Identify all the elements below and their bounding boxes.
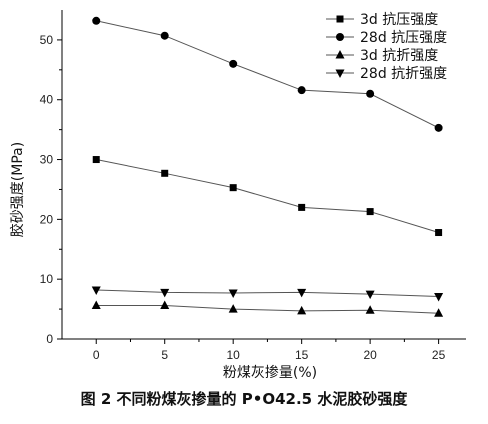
data-point: [435, 229, 443, 237]
series-line: [96, 305, 439, 314]
y-tick-label: 40: [40, 93, 54, 107]
data-point: [298, 203, 306, 211]
series-line: [96, 20, 439, 129]
data-point: [229, 184, 237, 192]
x-tick-label: 15: [295, 348, 309, 362]
y-tick-label: 30: [40, 153, 54, 167]
legend-label: 3d 抗压强度: [360, 12, 438, 28]
series-3: [91, 300, 444, 317]
axes: 0 5 10 15 20 25 0 10 20 30 40 50: [40, 10, 466, 362]
legend-marker: [335, 69, 345, 78]
data-point: [228, 304, 238, 313]
series-2: [92, 16, 443, 132]
legend-item: 3d 抗压强度: [326, 12, 438, 28]
data-point: [366, 89, 375, 98]
data-point: [91, 286, 101, 295]
legend-label: 3d 抗折强度: [360, 48, 438, 64]
x-tick-label: 20: [363, 348, 377, 362]
data-point: [297, 86, 306, 95]
data-point: [434, 293, 444, 302]
x-tick-label: 10: [227, 348, 241, 362]
y-tick-label: 50: [40, 33, 54, 47]
y-tick-label: 0: [46, 332, 53, 346]
legend-marker: [336, 15, 344, 23]
data-point: [92, 16, 101, 25]
legend-item: 28d 抗折强度: [326, 66, 447, 82]
series-layer: [91, 16, 444, 317]
x-tick-label: 25: [432, 348, 446, 362]
legend-item: 28d 抗压强度: [326, 30, 447, 46]
data-point: [91, 300, 101, 310]
legend-label: 28d 抗折强度: [360, 66, 447, 82]
x-tick-label: 0: [93, 348, 100, 362]
series-1: [92, 156, 443, 237]
data-point: [160, 288, 170, 298]
legend: 3d 抗压强度 28d 抗压强度 3d 抗折强度 28d 抗折强度: [326, 12, 447, 82]
data-point: [297, 288, 307, 298]
legend-item: 3d 抗折强度: [326, 48, 438, 64]
data-point: [160, 300, 170, 310]
data-point: [297, 305, 307, 315]
data-point: [229, 59, 238, 68]
series-4: [91, 286, 444, 302]
series-line: [96, 289, 439, 298]
figure-caption: 图 2 不同粉煤灰掺量的 P•O42.5 水泥胶砂强度: [80, 390, 408, 408]
x-tick-label: 5: [161, 348, 168, 362]
data-point: [434, 123, 443, 132]
data-point: [161, 169, 169, 177]
data-point: [434, 308, 444, 317]
y-tick-label: 20: [40, 212, 54, 226]
legend-marker: [335, 50, 345, 59]
data-point: [160, 31, 169, 40]
data-point: [366, 208, 374, 216]
data-point: [365, 305, 375, 314]
data-point: [92, 156, 100, 164]
data-point: [228, 289, 238, 298]
y-tick-label: 10: [40, 272, 54, 286]
legend-label: 28d 抗压强度: [360, 30, 447, 46]
x-axis-title: 粉煤灰掺量(%): [223, 364, 317, 381]
series-line: [96, 159, 439, 234]
legend-marker: [336, 33, 344, 41]
data-point: [365, 290, 375, 300]
y-axis-title: 胶砂强度(MPa): [9, 142, 26, 237]
